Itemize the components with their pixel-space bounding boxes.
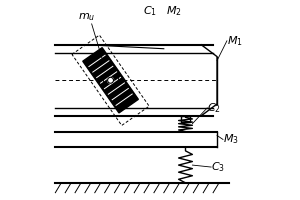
Text: $M_3$: $M_3$ [223, 133, 239, 146]
Text: $M_1$: $M_1$ [227, 34, 243, 48]
Text: $C_3$: $C_3$ [211, 160, 225, 174]
Text: $C_2$: $C_2$ [207, 101, 221, 115]
Polygon shape [201, 45, 217, 116]
Polygon shape [83, 48, 138, 113]
Text: $m_u$: $m_u$ [78, 11, 96, 23]
Text: $C_1$: $C_1$ [143, 4, 157, 18]
Circle shape [108, 77, 113, 83]
Text: $M_2$: $M_2$ [166, 4, 182, 18]
